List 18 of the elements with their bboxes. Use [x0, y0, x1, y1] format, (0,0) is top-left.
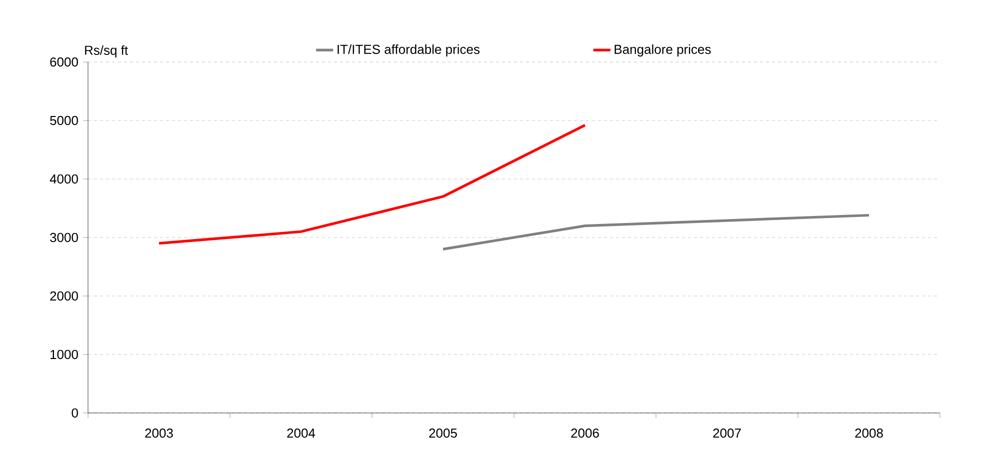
legend-label: IT/ITES affordable prices	[338, 44, 480, 57]
y-tick-label: 3000	[50, 232, 78, 242]
line-series	[442, 214, 870, 250]
x-tick-label: 2008	[855, 428, 883, 438]
y-tick-label: 1000	[50, 350, 78, 360]
x-tick-label: 2006	[571, 428, 599, 438]
x-tick-label: 2004	[287, 428, 316, 438]
x-tick-label: 2003	[145, 428, 173, 438]
y-axis-title: Rs/sq ft	[85, 45, 128, 58]
legend-label: Bangalore prices	[614, 44, 711, 57]
x-tick-label: 2005	[429, 428, 457, 438]
y-tick-label: 5000	[50, 116, 78, 126]
y-tick-label: 0	[72, 408, 78, 418]
line-series	[158, 124, 586, 245]
x-tick-label: 2007	[713, 428, 741, 438]
y-tick-label: 2000	[50, 291, 78, 301]
y-tick-label: 4000	[50, 174, 78, 184]
y-tick-label: 6000	[50, 57, 78, 67]
